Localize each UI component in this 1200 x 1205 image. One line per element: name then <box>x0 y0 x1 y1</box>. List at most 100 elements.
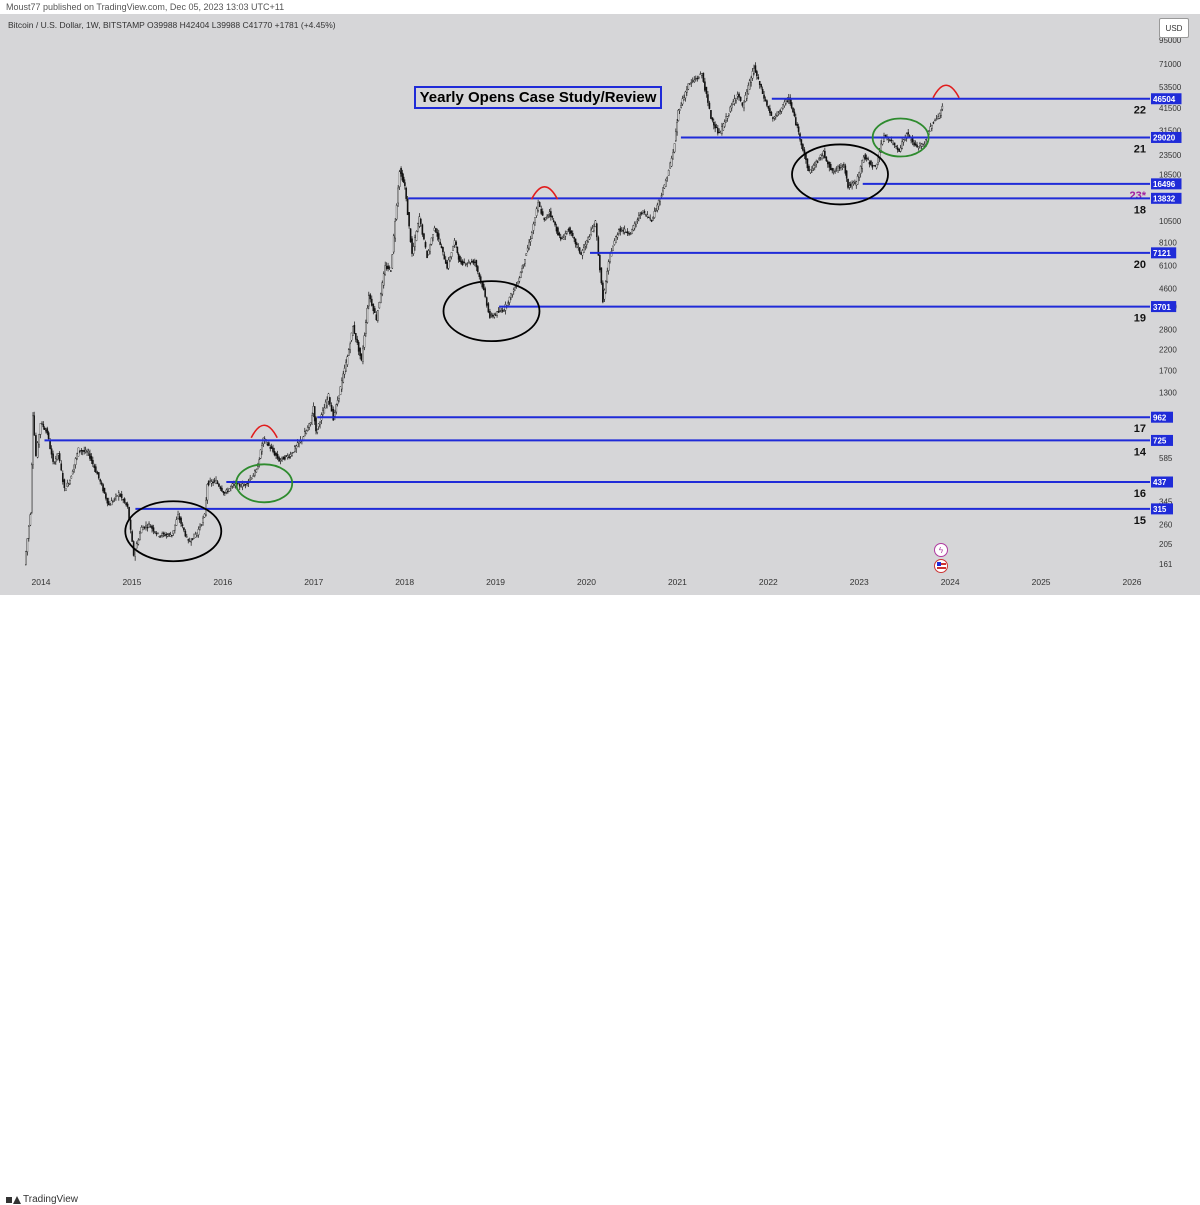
year-label: 14 <box>1134 446 1147 458</box>
candle-body <box>722 123 725 131</box>
time-tick-label: 2020 <box>577 577 596 587</box>
us-flag-icon[interactable] <box>934 559 948 573</box>
candle-body <box>858 172 860 178</box>
year-label: 21 <box>1134 143 1146 155</box>
candle-body <box>690 82 693 84</box>
candle-body <box>134 549 136 557</box>
candle-body <box>32 415 34 465</box>
time-tick-label: 2026 <box>1123 577 1142 587</box>
top-arc-annotation <box>530 186 559 200</box>
candle-body <box>312 406 315 414</box>
candle-body <box>183 527 185 531</box>
candle-body <box>187 539 190 541</box>
candle-body <box>590 229 592 235</box>
candle-body <box>323 407 326 414</box>
candle-body <box>365 322 367 334</box>
price-label-text: 962 <box>1153 413 1167 422</box>
candle-body <box>678 109 681 111</box>
candle-body <box>754 65 757 73</box>
lightning-icon[interactable]: ϟ <box>934 543 948 557</box>
candle-body <box>319 421 321 426</box>
candle-body <box>308 423 311 428</box>
candle-body <box>764 99 767 101</box>
symbol-legend: Bitcoin / U.S. Dollar, 1W, BITSTAMP O399… <box>8 20 336 30</box>
candle-body <box>573 236 575 239</box>
candle-body <box>347 349 350 356</box>
candle-body <box>233 484 235 486</box>
candle-body <box>442 246 444 253</box>
candle-body <box>381 282 384 295</box>
candle-body <box>120 493 123 498</box>
candle-body <box>931 124 933 129</box>
candle-body <box>908 135 911 137</box>
candle-body <box>569 227 571 235</box>
candle-body <box>687 83 690 90</box>
candle-body <box>35 435 37 456</box>
currency-button[interactable]: USD <box>1159 18 1189 38</box>
price-label-text: 7121 <box>1153 249 1171 258</box>
candle-body <box>103 487 106 494</box>
candle-body <box>41 422 43 425</box>
candle-body <box>402 176 405 183</box>
candle-body <box>859 166 862 175</box>
candle-body <box>525 253 528 256</box>
time-tick-label: 2017 <box>304 577 323 587</box>
candle-body <box>767 106 770 109</box>
candle-body <box>529 239 532 242</box>
price-tick-label: 1300 <box>1159 388 1177 397</box>
price-chart[interactable]: 9500071000535004150031500235001850013500… <box>0 0 1200 595</box>
tradingview-logo[interactable]: TradingView <box>6 1194 78 1205</box>
candle-body <box>401 172 404 181</box>
candle-body <box>868 162 871 165</box>
candle-body <box>394 221 396 239</box>
candle-body <box>464 263 467 266</box>
candle-body <box>284 456 286 460</box>
candle-body <box>635 221 637 225</box>
candle-body <box>673 143 676 153</box>
time-axis[interactable] <box>0 575 1150 595</box>
candle-body <box>363 335 366 348</box>
candle-body <box>558 232 561 236</box>
candle-body <box>606 270 609 283</box>
candle-body <box>63 479 66 488</box>
price-label-text: 3701 <box>1153 303 1171 312</box>
candle-body <box>31 464 33 513</box>
candle-body <box>140 527 143 534</box>
candle-body <box>450 252 453 257</box>
price-label-tag <box>1151 476 1173 488</box>
candle-body <box>898 148 900 152</box>
candle-body <box>374 308 376 314</box>
candle-body <box>591 228 594 232</box>
candle-body <box>436 232 439 237</box>
candle-body <box>584 243 587 247</box>
candle-body <box>911 138 914 143</box>
candle-body <box>851 182 853 188</box>
candle-body <box>230 486 232 489</box>
candle-body <box>878 151 881 160</box>
candle-body <box>126 503 129 507</box>
candle-body <box>743 102 745 109</box>
candle-body <box>574 238 577 245</box>
candle-body <box>570 231 573 234</box>
candle-body <box>196 532 198 536</box>
candle-body <box>69 479 71 485</box>
candle-body <box>433 227 436 231</box>
candle-body <box>430 237 433 245</box>
candle-body <box>423 233 425 240</box>
published-header: Moust77 published on TradingView.com, De… <box>0 0 1200 14</box>
candle-body <box>917 146 920 149</box>
candle-body <box>47 432 50 439</box>
candle-body <box>889 139 891 142</box>
candle-body <box>334 412 336 417</box>
candle-body <box>872 164 875 167</box>
candle-body <box>684 91 687 99</box>
candle-body <box>766 100 768 106</box>
candle-body <box>666 177 669 180</box>
candle-body <box>213 480 216 482</box>
candle-body <box>95 466 97 473</box>
candle-body <box>199 526 201 528</box>
candle-body <box>304 431 306 437</box>
candle-body <box>171 534 173 537</box>
candle-body <box>561 237 563 240</box>
candle-body <box>607 261 610 271</box>
